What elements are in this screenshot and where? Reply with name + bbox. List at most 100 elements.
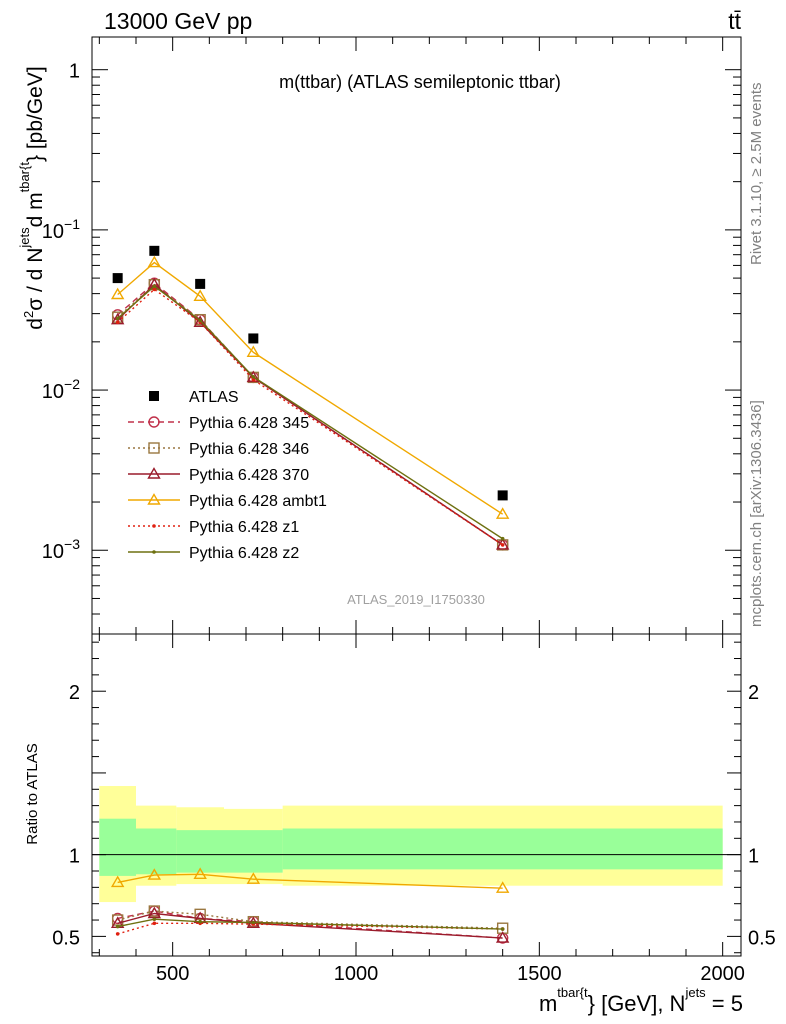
y-tick-label-ratio: 0.5 — [52, 927, 80, 949]
legend-marker — [148, 442, 160, 454]
x-tick-label: 2000 — [700, 963, 745, 985]
ratio-data-point — [115, 924, 120, 929]
legend-marker — [147, 493, 161, 505]
y-axis-label-ratio: Ratio to ATLAS — [24, 743, 41, 844]
uncertainty-band-stat — [176, 830, 224, 873]
ratio-series-line — [117, 918, 503, 930]
data-point — [500, 536, 505, 541]
data-point — [115, 316, 120, 321]
ratio-data-point — [495, 931, 510, 943]
uncertainty-band-stat — [282, 828, 723, 870]
legend-marker — [147, 467, 161, 479]
legend-label: Pythia 6.428 ambt1 — [189, 493, 327, 510]
data-point — [115, 320, 120, 325]
legend-marker — [149, 391, 159, 401]
data-point — [194, 313, 206, 326]
data-point — [198, 318, 202, 323]
header-left: 13000 GeV pp — [104, 8, 252, 34]
legend-label: Pythia 6.428 z2 — [189, 545, 299, 562]
main-title: m(ttbar) (ATLAS semileptonic ttbar) — [279, 72, 561, 92]
data-point — [193, 315, 207, 327]
ratio-data-point — [193, 867, 207, 879]
series-pythia-6-428-z2 — [115, 284, 505, 541]
data-point — [149, 245, 160, 256]
mcplots-label: mcplots.cern.ch [arXiv:1306.3436] — [748, 400, 765, 627]
y-tick-label-main: 10−1 — [42, 216, 80, 243]
ratio-series-line — [117, 922, 503, 935]
watermark: ATLAS_2019_I1750330 — [347, 592, 485, 607]
x-tick-label: 500 — [156, 963, 189, 985]
legend: ATLAS Pythia 6.428 345 Pythia 6.428 346 Pyt… — [128, 389, 327, 562]
data-point — [495, 507, 510, 519]
data-point — [112, 273, 123, 284]
header-right: tt̄ — [728, 8, 741, 34]
y-tick-label-main: 1 — [69, 61, 80, 83]
rivet-label: Rivet 3.1.10, ≥ 2.5M events — [748, 83, 765, 266]
data-point — [246, 345, 261, 358]
ratio-frame — [91, 633, 742, 957]
ratio-data-point — [495, 881, 510, 893]
legend-entry: Pythia 6.428 z2 — [128, 545, 299, 562]
y-tick-label-ratio-right: 1 — [748, 846, 759, 868]
ratio-series-line — [117, 873, 503, 889]
uncertainty-band-stat — [224, 830, 283, 873]
ratio-data-point — [194, 908, 206, 921]
legend-marker — [148, 416, 160, 428]
legend-label: Pythia 6.428 z1 — [189, 519, 299, 536]
y-tick-label-ratio: 1 — [69, 846, 80, 868]
data-point — [251, 375, 256, 379]
y-tick-label-ratio-right: 0.5 — [748, 927, 776, 949]
ratio-data-point — [110, 875, 125, 888]
x-tick-label: 1500 — [517, 963, 562, 985]
series-atlas — [112, 245, 508, 501]
ratio-data-point — [147, 868, 162, 880]
main-axes: 1 10−1 10−2 10−3 — [42, 36, 742, 635]
ratio-data-point — [115, 932, 120, 936]
data-point — [147, 255, 162, 268]
data-point — [495, 537, 510, 550]
ratio-data-point — [198, 919, 202, 924]
data-point — [110, 287, 125, 300]
ratio-data-point — [148, 905, 161, 917]
ratio-data-point — [152, 917, 157, 922]
y-tick-label-main: 10−2 — [42, 376, 80, 403]
uncertainty-band-stat — [136, 828, 177, 875]
series-line — [117, 261, 504, 515]
legend-entry: Pythia 6.428 370 — [128, 467, 309, 484]
y-tick-label-ratio: 2 — [69, 682, 80, 704]
legend-entry: Pythia 6.428 345 — [128, 415, 309, 432]
legend-label: Pythia 6.428 345 — [189, 415, 309, 432]
ratio-axes: 0.5 0.5 1 1 2 2 500 1000 1500 2000 — [52, 633, 776, 985]
y-tick-label-ratio-right: 2 — [748, 682, 759, 704]
x-axis-label: mtbar{t} [GeV], Njets = 5 — [539, 985, 743, 1016]
ratio-series-line — [117, 912, 503, 939]
legend-entry: Pythia 6.428 z1 — [128, 519, 299, 536]
legend-entry: ATLAS — [149, 389, 239, 406]
data-point — [248, 333, 259, 344]
data-point — [193, 289, 207, 301]
y-tick-label-main: 10−3 — [42, 536, 80, 563]
series-pythia-6-428-ambt1 — [110, 255, 510, 519]
ratio-data-point — [251, 920, 256, 925]
data-point — [251, 377, 256, 382]
data-point — [500, 543, 505, 547]
ratio-data-point — [152, 921, 157, 926]
y-axis-label-main: d2σ / d Njetsd mtbar{t} [pb/GeV] — [17, 66, 47, 329]
legend-label: Pythia 6.428 370 — [189, 467, 309, 484]
legend-entry: Pythia 6.428 346 — [128, 441, 309, 458]
data-point — [152, 287, 157, 292]
legend-entry: Pythia 6.428 ambt1 — [128, 493, 327, 510]
ratio-series-pythia-6-428-z2 — [115, 917, 505, 931]
ratio-series-line — [117, 910, 503, 929]
uncertainty-band-stat — [99, 818, 136, 876]
legend-label: ATLAS — [189, 389, 239, 406]
ratio-series-pythia-6-428-ambt1 — [110, 867, 510, 893]
data-point — [497, 490, 508, 501]
ratio-data-point — [500, 927, 505, 931]
legend-marker — [152, 550, 156, 554]
data-point — [195, 278, 206, 289]
x-tick-label: 1000 — [334, 963, 379, 985]
legend-label: Pythia 6.428 346 — [189, 441, 309, 458]
legend-marker — [152, 524, 156, 528]
